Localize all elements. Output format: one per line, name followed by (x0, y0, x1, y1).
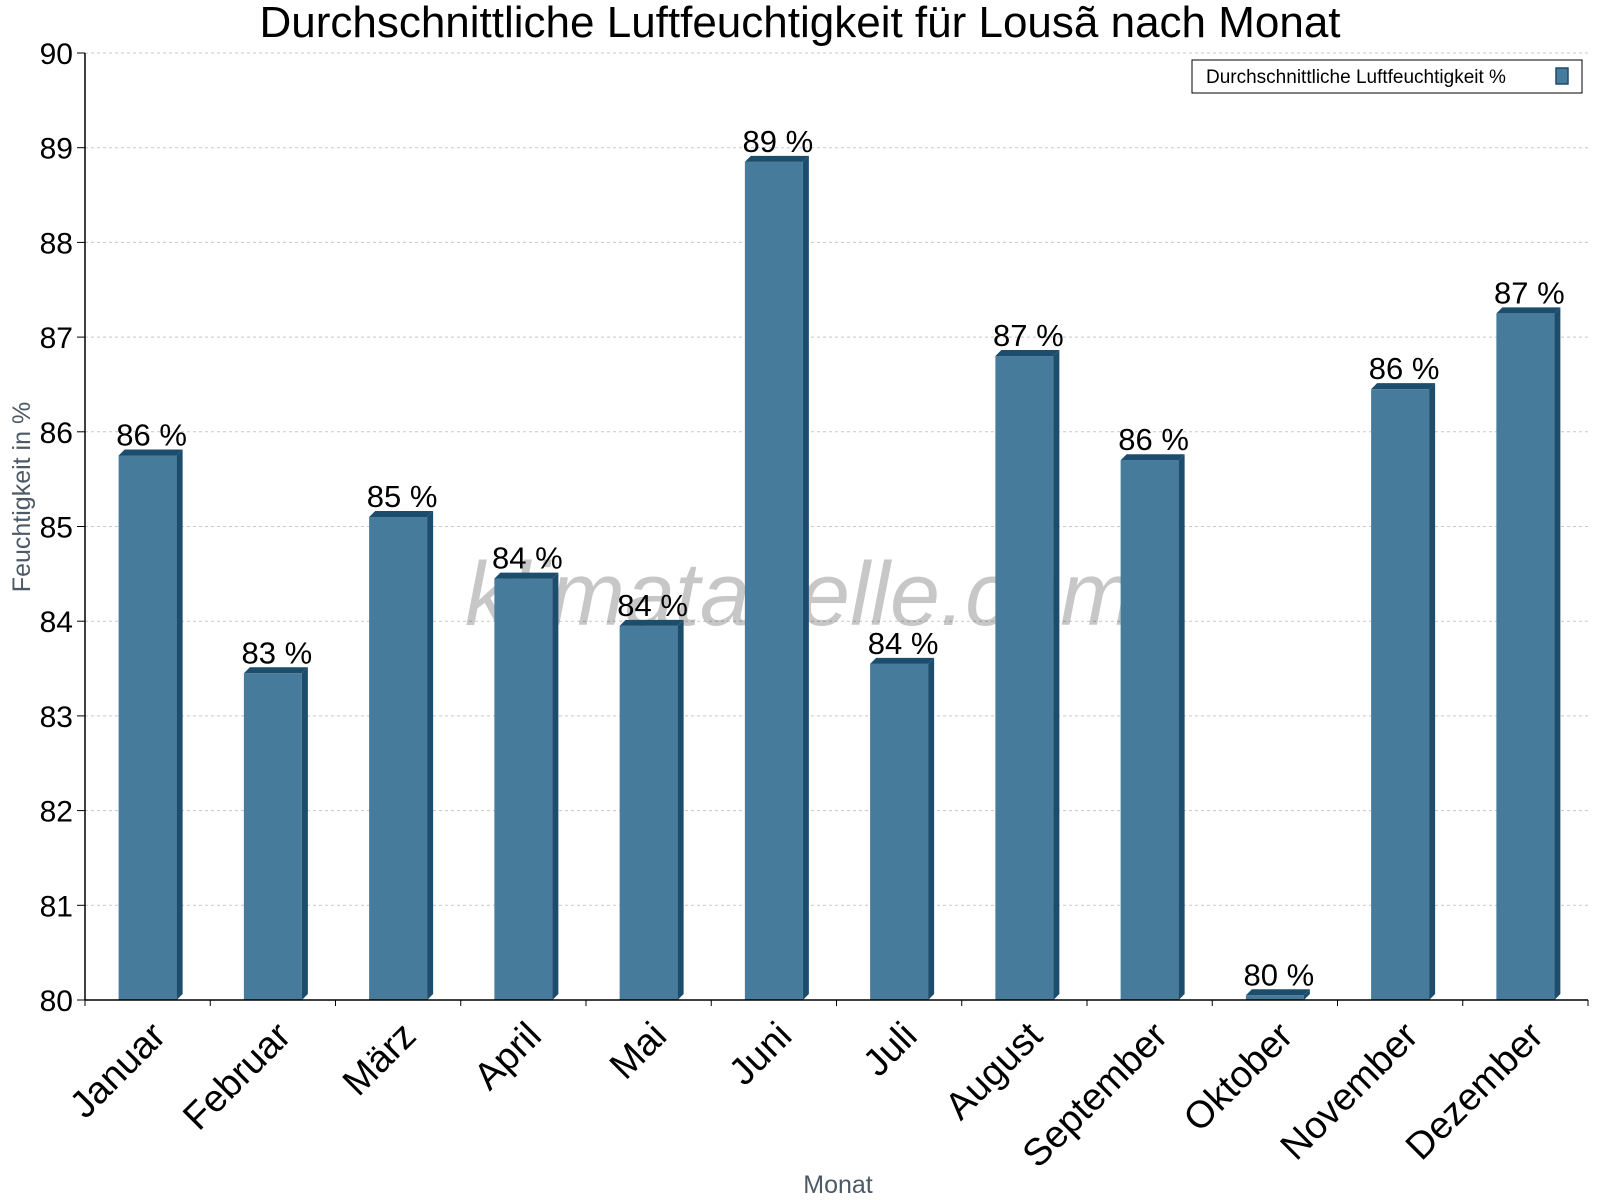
bar-top (1120, 454, 1185, 461)
bar-front (369, 517, 428, 1000)
y-tick-label: 90 (40, 38, 73, 71)
y-tick-label: 89 (40, 133, 73, 166)
bar-front (870, 663, 929, 1000)
bar-side (1429, 383, 1436, 1000)
x-tick-label: August (937, 1014, 1051, 1128)
data-label: 89 % (743, 124, 814, 159)
bar-2 (369, 511, 434, 1000)
bar-front (1245, 995, 1304, 1000)
bar-side (1053, 350, 1060, 1000)
x-tick-label: April (466, 1015, 549, 1098)
data-label: 84 % (492, 541, 563, 576)
bar-top (619, 619, 684, 626)
legend-box (1191, 59, 1583, 94)
bar-side (301, 667, 308, 1000)
data-label: 84 % (617, 588, 688, 623)
bar-side (1303, 989, 1310, 1000)
y-tick-label: 88 (40, 227, 73, 260)
data-label: 86 % (1369, 351, 1440, 386)
bar-top (369, 511, 434, 518)
bar-1 (243, 667, 308, 1000)
y-tick-label: 83 (40, 701, 73, 734)
legend: Durchschnittliche Luftfeuchtigkeit % (1191, 59, 1583, 94)
bar-10 (1371, 383, 1436, 1000)
x-tick-label: Februar (175, 1014, 299, 1138)
data-label: 85 % (367, 479, 438, 514)
bar-9 (1245, 989, 1310, 1000)
x-tick-label: Juli (855, 1015, 925, 1085)
bar-7 (995, 350, 1060, 1000)
bar-side (1178, 454, 1185, 1001)
bar-front (1371, 389, 1430, 1000)
x-tick-label: Oktober (1176, 1014, 1302, 1140)
y-ticks: 80 81 82 83 84 85 86 87 88 89 90 (40, 38, 85, 1018)
x-tick-label: Januar (62, 1014, 174, 1126)
data-label: 86 % (1118, 422, 1189, 457)
bar-top (995, 350, 1060, 357)
data-label: 83 % (242, 635, 313, 670)
bar-side (552, 572, 559, 1000)
bar-0 (118, 449, 183, 1001)
bar-side (1554, 307, 1561, 1000)
bar-top (118, 449, 183, 456)
gridlines (85, 52, 1588, 906)
bar-5 (744, 155, 809, 1000)
x-tick-label: März (335, 1015, 424, 1104)
bar-side (677, 619, 684, 1000)
bar-front (995, 356, 1054, 1000)
y-tick-label: 82 (40, 796, 73, 829)
bar-side (928, 657, 935, 1000)
bar-4 (619, 619, 684, 1000)
data-labels: 86 % 83 % 85 % 84 % 84 % 89 % 84 % 87 % 86 % 80 %… (116, 124, 1564, 992)
bars-group (118, 155, 1561, 1001)
bar-top (494, 572, 559, 579)
bar-top (243, 667, 308, 674)
x-axis-title: Monat (803, 1171, 873, 1199)
bar-front (243, 673, 302, 1000)
y-tick-label: 81 (40, 890, 73, 923)
bar-front (118, 455, 177, 1001)
y-tick-label: 85 (40, 512, 73, 545)
x-ticks: Januar Februar März April Mai Juni Juli AugustS… (62, 1000, 1589, 1176)
data-label: 80 % (1244, 957, 1315, 992)
bar-top (1245, 989, 1310, 996)
bar-11 (1496, 307, 1561, 1000)
chart-title: Durchschnittliche Luftfeuchtigkeit für L… (259, 0, 1340, 47)
bar-front (619, 625, 678, 1000)
bar-top (870, 657, 935, 664)
bar-side (427, 511, 434, 1000)
bar-front (1120, 460, 1179, 1001)
bar-6 (870, 657, 935, 1000)
bar-8 (1120, 454, 1185, 1001)
data-label: 86 % (116, 417, 187, 452)
data-label: 87 % (1494, 275, 1565, 310)
bar-top (744, 155, 809, 162)
y-tick-label: 86 (40, 417, 73, 450)
y-tick-label: 80 (40, 985, 73, 1018)
bar-front (744, 161, 803, 1000)
x-tick-label: Mai (602, 1015, 675, 1088)
y-axis-title: Feuchtigkeit in % (8, 402, 36, 592)
data-label: 87 % (993, 318, 1064, 353)
legend-swatch (1555, 67, 1569, 85)
x-tick-label: Juni (721, 1015, 800, 1094)
bar-front (1496, 313, 1555, 1000)
legend-label: Durchschnittliche Luftfeuchtigkeit % (1206, 67, 1506, 88)
data-label: 84 % (868, 626, 939, 661)
x-tick-label: Dezember (1398, 1014, 1552, 1168)
bar-side (176, 449, 183, 1001)
bar-side (802, 155, 809, 1000)
bar-front (494, 578, 553, 1000)
bar-top (1371, 383, 1436, 390)
y-tick-label: 87 (40, 322, 73, 355)
bar-3 (494, 572, 559, 1000)
bar-top (1496, 307, 1561, 314)
y-tick-label: 84 (40, 606, 73, 639)
